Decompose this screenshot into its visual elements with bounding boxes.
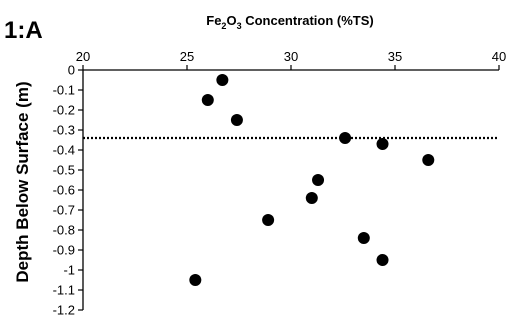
panel-label: 1:A (4, 17, 43, 44)
x-tick-label: 40 (492, 49, 506, 64)
x-axis-ticks: 20 25 30 35 40 (76, 49, 506, 70)
data-point (201, 94, 214, 106)
y-tick-label: -0.7 (53, 203, 75, 218)
y-tick-label: -0.1 (53, 83, 75, 98)
data-point (230, 114, 243, 126)
data-point (376, 254, 389, 266)
x-title-part: O (226, 13, 236, 28)
data-point (216, 74, 229, 86)
data-point (339, 132, 352, 144)
y-tick-label: -0.9 (53, 243, 75, 258)
y-tick-label: -0.8 (53, 223, 75, 238)
y-axis-title: Depth Below Surface (m) (13, 81, 32, 282)
y-tick-label: -0.3 (53, 123, 75, 138)
x-title-part: Concentration (%TS) (242, 13, 374, 28)
y-tick-label: -0.4 (53, 143, 75, 158)
y-tick-label: -1.1 (53, 283, 75, 298)
y-axis-ticks: 0 -0.1 -0.2 -0.3 -0.4 -0.5 -0.6 -0.7 -0.8 -0.9 -1 -… (53, 63, 83, 318)
y-tick-label: -0.6 (53, 183, 75, 198)
y-tick-label: -0.5 (53, 163, 75, 178)
y-tick-label: -0.2 (53, 103, 75, 118)
data-point (422, 154, 435, 166)
x-axis-title: Fe2O3 Concentration (%TS) (206, 13, 374, 31)
x-tick-label: 25 (180, 49, 194, 64)
data-points (189, 74, 435, 286)
x-title-part: Fe (206, 13, 221, 28)
x-title-subscript: 3 (237, 21, 242, 31)
y-tick-label: -1.2 (53, 303, 75, 318)
y-tick-label: 0 (68, 63, 75, 78)
data-point (376, 138, 389, 150)
y-tick-label: -1 (63, 263, 75, 278)
data-point (305, 192, 318, 204)
x-tick-label: 30 (284, 49, 298, 64)
x-tick-label: 20 (76, 49, 90, 64)
x-title-subscript: 2 (221, 21, 226, 31)
data-point (357, 232, 370, 244)
data-point (312, 174, 325, 186)
data-point (262, 214, 275, 226)
x-tick-label: 35 (388, 49, 402, 64)
data-point (189, 274, 202, 286)
